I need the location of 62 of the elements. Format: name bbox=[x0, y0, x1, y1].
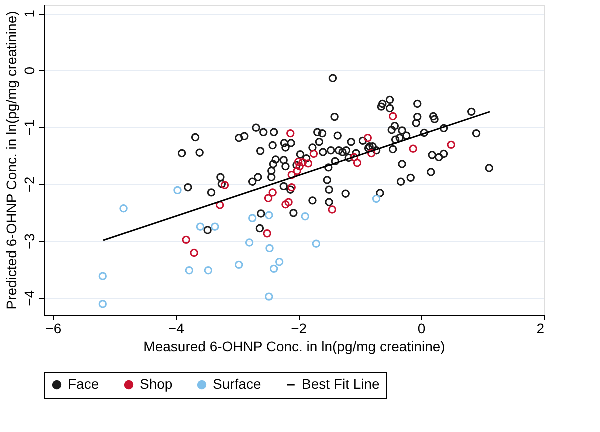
point bbox=[275, 258, 284, 266]
y-tick-label: −2 bbox=[22, 176, 38, 193]
point bbox=[211, 222, 220, 231]
legend-label: Best Fit Line bbox=[302, 376, 380, 392]
point bbox=[447, 140, 456, 150]
point bbox=[265, 211, 274, 220]
point bbox=[288, 183, 296, 192]
x-axis-title: Measured 6-OHNP Conc. in ln(pg/mg creatinine) bbox=[144, 338, 446, 354]
point bbox=[264, 194, 273, 202]
point bbox=[288, 170, 296, 180]
point bbox=[353, 159, 362, 168]
point bbox=[284, 198, 293, 206]
point bbox=[268, 188, 277, 197]
point bbox=[293, 166, 302, 176]
point bbox=[294, 158, 303, 166]
point bbox=[312, 240, 320, 248]
point bbox=[388, 112, 398, 121]
point bbox=[263, 230, 272, 238]
legend-label: Surface bbox=[213, 376, 262, 392]
y-axis-title: Predicted 6-OHNP Conc. in ln(pg/mg creatinine) bbox=[4, 11, 20, 310]
x-tick-label: −6 bbox=[46, 320, 62, 336]
point bbox=[196, 222, 205, 231]
point bbox=[286, 129, 295, 138]
point bbox=[265, 292, 274, 301]
x-tick-label: −2 bbox=[291, 320, 308, 336]
y-tick-label: −3 bbox=[22, 233, 38, 250]
legend-label: Shop bbox=[140, 376, 173, 392]
x-tick-label: −4 bbox=[168, 320, 185, 336]
point bbox=[220, 181, 230, 190]
y-tick-label: −1 bbox=[22, 120, 38, 136]
point bbox=[190, 248, 198, 258]
x-tick-label: 0 bbox=[418, 320, 426, 336]
point bbox=[174, 186, 182, 195]
legend-label: Face bbox=[68, 376, 100, 392]
y-tick-label: −4 bbox=[22, 290, 38, 306]
point bbox=[301, 212, 310, 221]
point bbox=[409, 144, 418, 154]
point bbox=[310, 150, 318, 158]
point bbox=[266, 244, 274, 253]
point bbox=[248, 214, 257, 222]
point bbox=[298, 158, 307, 167]
point bbox=[364, 134, 372, 142]
point bbox=[245, 238, 254, 247]
y-tick-label: 1 bbox=[22, 10, 38, 18]
point bbox=[98, 272, 107, 280]
point bbox=[350, 153, 359, 162]
point bbox=[98, 300, 107, 308]
point bbox=[270, 264, 278, 274]
point bbox=[216, 201, 224, 210]
point bbox=[328, 206, 336, 214]
point bbox=[185, 266, 194, 275]
point bbox=[296, 162, 304, 171]
point bbox=[120, 204, 128, 213]
point bbox=[204, 266, 213, 275]
x-tick-label: 2 bbox=[536, 320, 545, 336]
point bbox=[304, 160, 313, 168]
y-tick-label: 0 bbox=[22, 66, 38, 75]
point bbox=[234, 260, 244, 270]
point bbox=[282, 200, 290, 209]
point bbox=[182, 236, 190, 244]
point bbox=[368, 149, 376, 158]
point bbox=[372, 194, 381, 204]
